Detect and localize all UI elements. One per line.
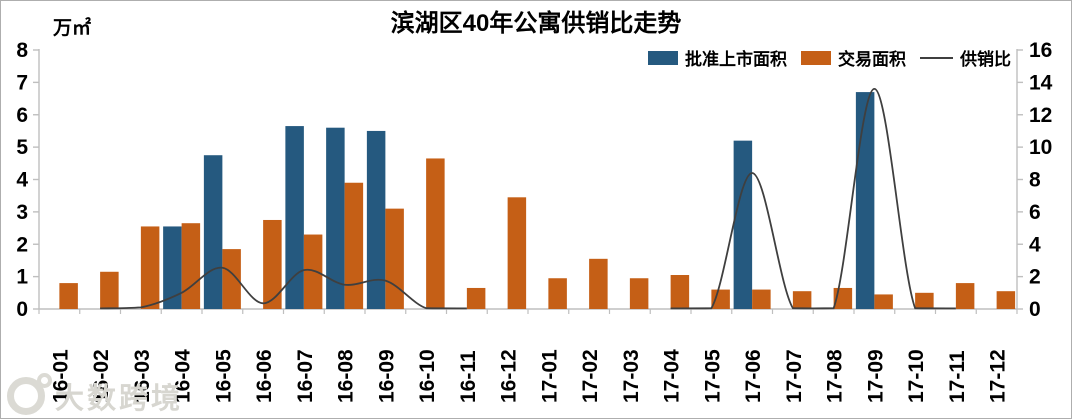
- bar-transaction-16-01: [59, 283, 78, 309]
- watermark-logo-icon: [7, 373, 52, 415]
- legend-label-transaction: 交易面积: [838, 50, 906, 69]
- left-axis-unit-label: 万㎡: [53, 18, 92, 39]
- right-axis-tick-label: 8: [1029, 169, 1041, 192]
- x-axis-label-16-11: 16-11: [457, 350, 480, 403]
- x-axis-label-16-10: 16-10: [416, 349, 439, 403]
- left-axis-tick-label: 0: [16, 298, 28, 321]
- chart-title: 滨湖区40年公寓供销比走势: [390, 10, 682, 37]
- x-axis-label-16-09: 16-09: [375, 349, 398, 403]
- legend: 批准上市面积 交易面积 供销比: [648, 45, 1011, 70]
- bar-approved-17-06: [733, 140, 753, 309]
- right-axis-tick-label: 14: [1029, 71, 1053, 94]
- bar-transaction-16-09: [385, 208, 404, 309]
- x-axis-label-17-11: 17-11: [946, 350, 969, 403]
- legend-swatch-transaction: [801, 50, 831, 65]
- bar-transaction-16-12: [507, 197, 527, 309]
- legend-item-transaction: 交易面积: [801, 45, 906, 70]
- x-axis-label-16-06: 16-06: [253, 349, 276, 403]
- left-axis-tick-label: 7: [16, 71, 28, 94]
- x-axis-label-16-01: 16-01: [49, 349, 72, 403]
- left-axis-tick-label: 5: [16, 136, 28, 159]
- bar-transaction-17-01: [548, 278, 567, 309]
- bar-approved-16-04: [163, 226, 182, 309]
- x-axis-label-17-06: 17-06: [742, 349, 765, 403]
- bar-transaction-16-04: [181, 223, 201, 309]
- x-axis-label-16-02: 16-02: [90, 349, 113, 403]
- bar-transaction-17-09: [874, 294, 893, 309]
- bar-transaction-17-10: [915, 292, 934, 309]
- bar-transaction-17-11: [955, 283, 975, 309]
- legend-label-approved: 批准上市面积: [685, 50, 787, 69]
- bar-transaction-16-11: [466, 287, 486, 309]
- left-axis-tick-label: 1: [16, 266, 28, 289]
- left-axis-tick-label: 4: [16, 169, 28, 192]
- bar-transaction-17-12: [996, 291, 1016, 309]
- left-axis-tick-label: 3: [16, 201, 28, 224]
- right-axis-tick-label: 0: [1029, 298, 1041, 321]
- bar-approved-17-09: [855, 92, 875, 310]
- bar-approved-16-08: [326, 127, 345, 309]
- left-axis-tick-label: 8: [16, 39, 28, 62]
- right-axis-tick-label: 16: [1029, 39, 1052, 62]
- bar-transaction-17-04: [670, 275, 690, 309]
- left-axis-tick-label: 2: [16, 233, 28, 256]
- bar-transaction-16-10: [426, 158, 445, 309]
- bar-transaction-17-02: [589, 258, 608, 309]
- right-axis-tick-label: 4: [1029, 233, 1041, 256]
- right-axis-tick-label: 2: [1029, 266, 1041, 289]
- x-axis-label-17-12: 17-12: [987, 349, 1010, 403]
- bar-transaction-16-06: [263, 219, 282, 309]
- bar-approved-16-09: [366, 130, 386, 309]
- bar-transaction-17-06: [752, 289, 771, 309]
- x-axis-label-16-08: 16-08: [335, 349, 358, 403]
- bar-transaction-16-03: [140, 226, 160, 309]
- x-axis-label-17-10: 17-10: [905, 349, 928, 403]
- watermark-text: 大数跨境: [55, 383, 184, 415]
- watermark: 大数跨境: [7, 373, 184, 417]
- bar-transaction-16-08: [344, 182, 364, 309]
- right-axis-tick-label: 6: [1029, 201, 1041, 224]
- bar-transaction-16-05: [222, 249, 241, 309]
- right-axis-tick-label: 10: [1029, 136, 1052, 159]
- bar-transaction-16-02: [100, 271, 119, 309]
- x-axis-label-17-04: 17-04: [661, 349, 684, 403]
- legend-item-ratio: 供销比: [920, 45, 1011, 70]
- x-axis-label-17-07: 17-07: [783, 349, 806, 403]
- x-axis-label-17-09: 17-09: [864, 349, 887, 403]
- legend-item-approved: 批准上市面积: [648, 45, 787, 70]
- left-axis-tick-label: 6: [16, 104, 28, 127]
- x-axis-label-16-04: 16-04: [172, 349, 195, 403]
- ratio-line: [100, 266, 467, 310]
- x-axis-label-17-03: 17-03: [620, 349, 643, 403]
- bar-transaction-17-03: [629, 278, 649, 309]
- bar-approved-16-07: [285, 126, 304, 309]
- legend-label-ratio: 供销比: [960, 50, 1011, 69]
- bar-transaction-17-07: [792, 291, 812, 309]
- bar-transaction-16-07: [303, 234, 323, 309]
- bar-approved-16-05: [203, 155, 223, 309]
- legend-line-swatch-icon: [920, 56, 953, 59]
- x-axis-label-16-12: 16-12: [498, 349, 521, 403]
- legend-swatch-approved: [648, 50, 678, 65]
- x-axis-label-16-05: 16-05: [212, 349, 235, 403]
- x-axis-label-17-01: 17-01: [538, 349, 561, 403]
- ratio-line: [670, 87, 956, 310]
- x-axis-label-17-05: 17-05: [701, 349, 724, 403]
- bar-transaction-17-05: [711, 289, 730, 309]
- x-axis-label-17-02: 17-02: [579, 349, 602, 403]
- x-axis-label-16-07: 16-07: [294, 349, 317, 403]
- x-axis-label-16-03: 16-03: [131, 349, 154, 403]
- x-axis-label-17-08: 17-08: [824, 349, 847, 403]
- right-axis-tick-label: 12: [1029, 104, 1052, 127]
